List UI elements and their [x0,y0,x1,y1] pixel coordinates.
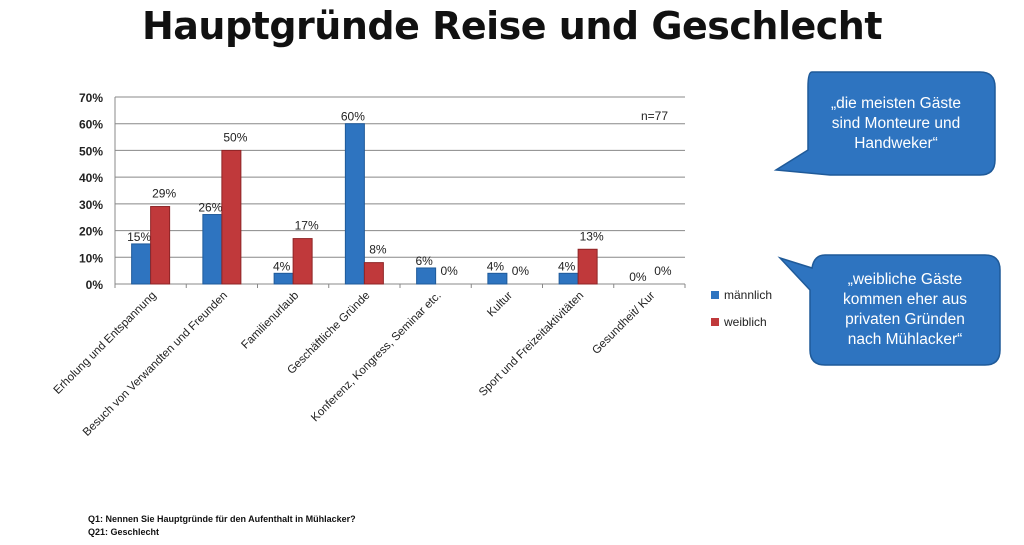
legend-swatch-männlich [711,291,719,299]
y-tick-label: 70% [79,91,103,105]
x-category-label: Geschäftliche Gründe [285,290,372,377]
data-label: 50% [223,130,247,144]
y-tick-label: 40% [79,171,103,185]
data-label: 0% [629,270,647,284]
bar-männlich [202,214,223,285]
callout-weiblich: „weibliche Gäste kommen eher aus private… [812,258,998,362]
data-label: 17% [295,219,319,233]
question-note-q1: Q1: Nennen Sie Hauptgründe für den Aufen… [88,514,356,524]
bar-weiblich [577,248,598,285]
x-category-label: Familienurlaub [239,290,301,352]
bar-weiblich [292,238,313,285]
data-label: 0% [512,264,530,278]
data-label: 29% [152,187,176,201]
x-category-label: Kultur [485,290,515,320]
legend-label: weiblich [723,315,767,329]
data-label: 15% [127,230,151,244]
legend-swatch-weiblich [711,318,719,326]
y-tick-label: 60% [79,118,103,132]
bar-männlich [558,272,579,285]
callout-bubble-1 [773,71,996,176]
y-tick-label: 0% [86,278,104,292]
bar-männlich [273,272,294,285]
legend-label: männlich [724,288,772,302]
y-tick-label: 10% [79,251,103,265]
data-label: 4% [487,259,505,273]
bar-weiblich [150,206,171,285]
bar-männlich [487,272,508,285]
data-label: 8% [369,243,387,257]
bar-weiblich [363,262,384,285]
data-label: 4% [273,259,291,273]
data-label: 6% [415,254,433,268]
y-tick-label: 30% [79,198,103,212]
x-category-label: Gesundheit/ Kur [590,290,657,357]
data-label: 60% [341,110,365,124]
x-category-label: Besuch von Verwandten und Freunden [81,290,230,439]
data-label: 0% [440,264,458,278]
bar-männlich [131,243,152,285]
callout-bubble-2 [777,254,1001,366]
data-label: 4% [558,259,576,273]
y-tick-label: 50% [79,144,103,158]
sample-size-annotation: n=77 [641,109,668,123]
callout-text: „die meisten Gäste sind Monteure und Han… [830,95,962,152]
bar-weiblich [221,149,242,285]
data-label: 13% [580,229,604,243]
bar-männlich [344,123,365,285]
y-tick-label: 20% [79,225,103,239]
bar-männlich [416,267,437,285]
callout-monteure: „die meisten Gäste sind Monteure und Han… [800,76,992,172]
x-category-label: Konferenz, Kongress, Seminar etc. [309,290,444,425]
question-note-q21: Q21: Geschlecht [88,527,160,537]
chart-title: Hauptgründe Reise und Geschlecht [141,4,883,48]
callout-text: „weibliche Gäste kommen eher aus private… [842,271,968,348]
data-label: 26% [198,201,222,215]
data-label: 0% [654,264,672,278]
